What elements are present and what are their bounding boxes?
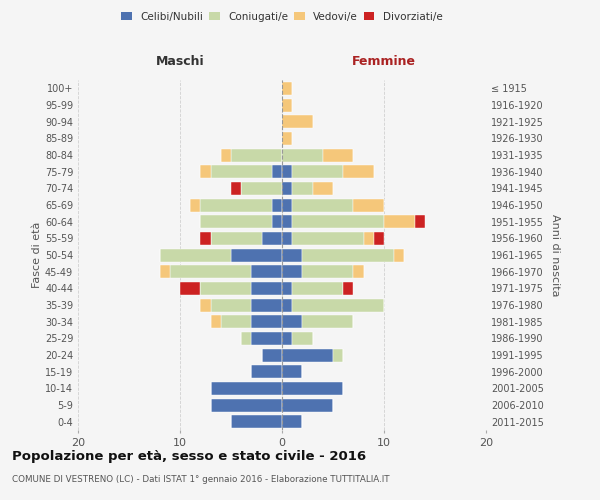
Bar xyxy=(190,198,200,211)
Bar xyxy=(282,148,323,162)
Bar xyxy=(211,298,251,312)
Bar xyxy=(282,115,313,128)
Bar xyxy=(282,415,302,428)
Bar xyxy=(251,298,282,312)
Bar xyxy=(231,415,282,428)
Bar xyxy=(221,148,231,162)
Bar xyxy=(282,365,302,378)
Text: COMUNE DI VESTRENO (LC) - Dati ISTAT 1° gennaio 2016 - Elaborazione TUTTITALIA.I: COMUNE DI VESTRENO (LC) - Dati ISTAT 1° … xyxy=(12,475,389,484)
Bar xyxy=(353,198,384,211)
Bar xyxy=(170,265,251,278)
Bar xyxy=(200,282,251,295)
Bar xyxy=(231,248,282,262)
Bar xyxy=(282,348,333,362)
Bar xyxy=(251,365,282,378)
Bar xyxy=(262,232,282,245)
Bar xyxy=(394,248,404,262)
Bar xyxy=(374,232,384,245)
Bar xyxy=(292,332,313,345)
Bar xyxy=(292,215,384,228)
Bar xyxy=(282,332,292,345)
Bar xyxy=(292,182,313,195)
Text: Femmine: Femmine xyxy=(352,56,416,68)
Bar xyxy=(200,298,211,312)
Bar xyxy=(241,182,282,195)
Bar xyxy=(221,315,251,328)
Bar xyxy=(231,148,282,162)
Bar xyxy=(282,315,302,328)
Bar xyxy=(211,165,272,178)
Bar xyxy=(160,265,170,278)
Legend: Celibi/Nubili, Coniugati/e, Vedovi/e, Divorziati/e: Celibi/Nubili, Coniugati/e, Vedovi/e, Di… xyxy=(117,8,447,26)
Bar xyxy=(353,265,364,278)
Bar xyxy=(364,232,374,245)
Bar xyxy=(282,198,292,211)
Bar xyxy=(211,232,262,245)
Y-axis label: Fasce di età: Fasce di età xyxy=(32,222,42,288)
Bar xyxy=(343,282,353,295)
Bar xyxy=(200,215,272,228)
Bar xyxy=(292,165,343,178)
Bar xyxy=(282,182,292,195)
Bar xyxy=(282,398,333,411)
Bar xyxy=(251,332,282,345)
Bar xyxy=(211,315,221,328)
Bar xyxy=(251,282,282,295)
Bar xyxy=(251,315,282,328)
Bar xyxy=(231,182,241,195)
Bar xyxy=(282,215,292,228)
Text: Maschi: Maschi xyxy=(155,56,205,68)
Bar xyxy=(292,298,384,312)
Bar xyxy=(302,315,353,328)
Bar xyxy=(343,165,374,178)
Bar xyxy=(200,232,211,245)
Bar xyxy=(282,165,292,178)
Bar xyxy=(241,332,251,345)
Bar xyxy=(415,215,425,228)
Bar xyxy=(282,232,292,245)
Bar xyxy=(272,198,282,211)
Bar xyxy=(200,198,272,211)
Bar xyxy=(251,265,282,278)
Y-axis label: Anni di nascita: Anni di nascita xyxy=(550,214,560,296)
Bar xyxy=(282,98,292,112)
Bar xyxy=(302,248,394,262)
Bar xyxy=(333,348,343,362)
Bar xyxy=(282,382,343,395)
Bar xyxy=(272,165,282,178)
Bar xyxy=(282,282,292,295)
Bar xyxy=(211,398,282,411)
Bar xyxy=(282,82,292,95)
Bar xyxy=(292,282,343,295)
Text: Popolazione per età, sesso e stato civile - 2016: Popolazione per età, sesso e stato civil… xyxy=(12,450,366,463)
Bar xyxy=(282,265,302,278)
Bar xyxy=(302,265,353,278)
Bar xyxy=(282,248,302,262)
Bar xyxy=(160,248,231,262)
Bar xyxy=(282,132,292,145)
Bar xyxy=(282,298,292,312)
Bar xyxy=(323,148,353,162)
Bar xyxy=(262,348,282,362)
Bar xyxy=(384,215,415,228)
Bar xyxy=(211,382,282,395)
Bar xyxy=(272,215,282,228)
Bar xyxy=(292,232,364,245)
Bar xyxy=(180,282,200,295)
Bar xyxy=(200,165,211,178)
Bar xyxy=(313,182,333,195)
Bar xyxy=(292,198,353,211)
